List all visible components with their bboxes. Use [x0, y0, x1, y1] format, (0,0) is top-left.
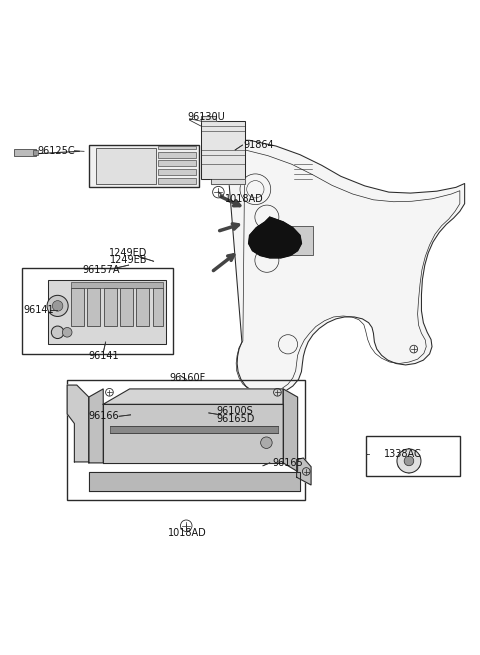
Bar	[158, 169, 196, 175]
Text: 96165: 96165	[273, 458, 303, 468]
Text: 1338AC: 1338AC	[384, 449, 422, 459]
Text: 96157A: 96157A	[82, 265, 120, 275]
Bar	[104, 288, 117, 326]
Text: 91864: 91864	[244, 140, 275, 150]
Text: 1249EB: 1249EB	[110, 255, 147, 265]
Bar	[71, 288, 84, 326]
Bar	[33, 150, 38, 155]
Circle shape	[404, 456, 414, 466]
Circle shape	[52, 301, 63, 311]
Text: 96141: 96141	[23, 305, 54, 315]
Bar	[269, 226, 313, 255]
Bar	[89, 145, 199, 187]
Text: 1018AD: 1018AD	[168, 528, 206, 538]
Bar	[67, 381, 305, 500]
Polygon shape	[398, 449, 420, 473]
Text: 1249ED: 1249ED	[109, 248, 148, 258]
Bar	[96, 149, 156, 183]
Bar	[158, 178, 196, 183]
Circle shape	[62, 328, 72, 337]
Polygon shape	[103, 404, 283, 463]
Bar	[158, 152, 196, 158]
Polygon shape	[201, 117, 216, 121]
Bar	[136, 288, 149, 326]
Bar	[14, 149, 36, 156]
Bar	[87, 288, 100, 326]
Circle shape	[397, 449, 421, 473]
Polygon shape	[283, 389, 298, 472]
Text: 96160F: 96160F	[169, 373, 205, 383]
Text: 96130U: 96130U	[188, 112, 225, 122]
Text: 96100S: 96100S	[217, 407, 253, 417]
Bar	[158, 146, 196, 149]
Text: 96165D: 96165D	[216, 414, 254, 424]
Polygon shape	[249, 217, 301, 258]
Text: 1018AD: 1018AD	[225, 194, 264, 204]
Bar	[48, 280, 166, 345]
Polygon shape	[226, 140, 465, 395]
Polygon shape	[297, 458, 311, 485]
Bar	[153, 288, 163, 326]
Polygon shape	[89, 472, 300, 491]
Bar	[366, 436, 460, 476]
Text: 96141: 96141	[88, 351, 119, 362]
Circle shape	[261, 437, 272, 449]
Text: 96125C: 96125C	[38, 146, 75, 156]
Polygon shape	[103, 389, 283, 404]
Bar	[120, 288, 133, 326]
Bar	[158, 160, 196, 166]
Polygon shape	[89, 389, 103, 463]
Bar	[110, 426, 278, 433]
Bar	[71, 282, 163, 288]
Bar	[201, 121, 245, 179]
Polygon shape	[211, 179, 245, 183]
Polygon shape	[67, 385, 89, 462]
Circle shape	[47, 295, 68, 316]
Bar	[22, 267, 173, 354]
Text: 96166: 96166	[88, 411, 119, 421]
Circle shape	[51, 326, 64, 339]
